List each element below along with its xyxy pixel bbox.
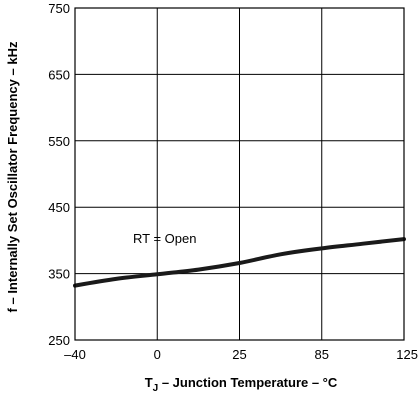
x-axis-title: TJ – Junction Temperature – °C [145,375,338,393]
plot-frame [74,7,405,341]
x-tick-label: 125 [396,347,418,362]
y-tick-label: 250 [48,333,70,348]
x-tick-label: –40 [64,347,86,362]
y-tick-label: 450 [48,200,70,215]
annotation-rt-open: RT = Open [133,231,196,246]
x-axis-title-main: T [145,375,153,390]
y-tick-label: 650 [48,67,70,82]
x-tick-label: 25 [232,347,246,362]
series-line-rt-open [73,237,406,288]
x-axis-title-subscript: J [153,383,159,393]
y-axis-title: f – Internally Set Oscillator Frequency … [5,41,20,312]
x-tick-labels: –40 0 25 85 125 [64,347,418,362]
y-tick-labels: 250 350 450 550 650 750 [48,1,70,348]
x-tick-label: 0 [154,347,161,362]
y-tick-label: 550 [48,134,70,149]
y-tick-label: 750 [48,1,70,16]
x-tick-label: 85 [315,347,329,362]
grid-lines [74,7,405,341]
x-axis-title-rest: – Junction Temperature – °C [158,375,338,390]
y-tick-label: 350 [48,267,70,282]
